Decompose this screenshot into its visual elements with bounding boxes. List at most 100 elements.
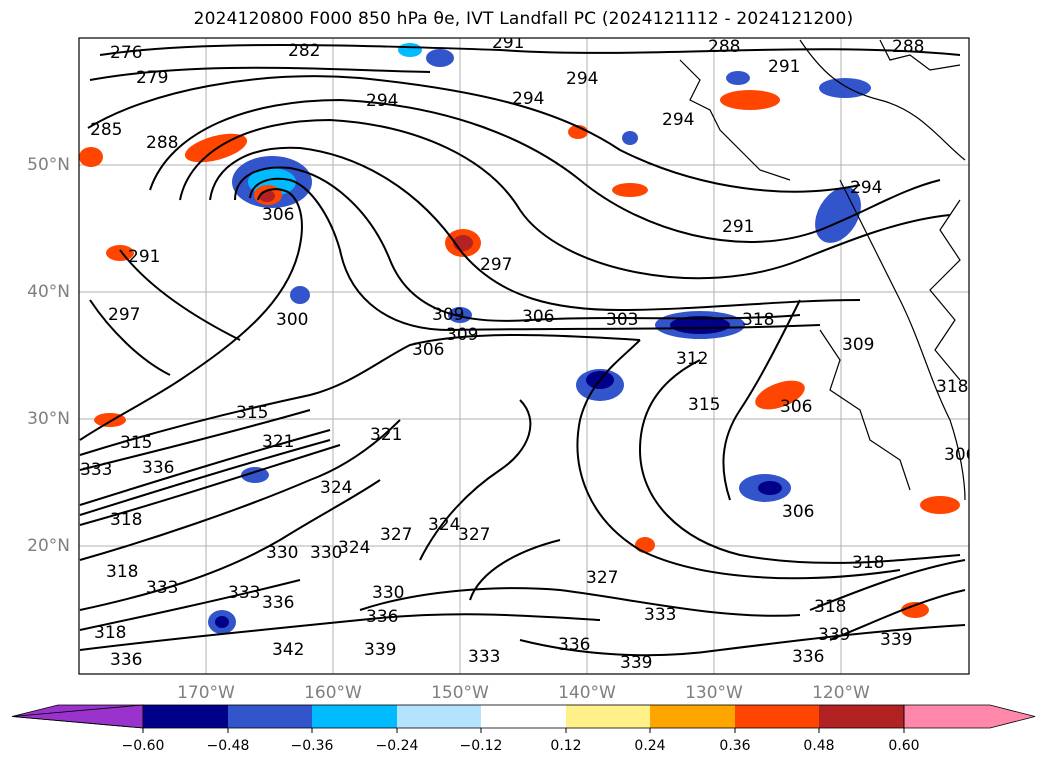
lon-label-160w: 160°W [304,683,362,703]
shade-blob [426,49,454,67]
contour-label: 339 [818,625,850,645]
shade-blob [815,187,861,243]
contour-label: 306 [782,502,814,522]
contour-label: 315 [120,433,152,453]
contour-label: 315 [236,403,268,423]
contour-label: 336 [792,647,824,667]
contour-label: 324 [428,515,460,535]
colorbar-tick-label: 0.24 [634,738,666,754]
contour-label: 324 [338,538,370,558]
lat-label-20n: 20°N [27,536,70,556]
colorbar-tick-label: −0.36 [290,738,334,754]
shade-blob [758,481,782,495]
gridlines [79,38,969,674]
contour-label: 321 [370,425,402,445]
contour-label: 342 [272,640,304,660]
contour-label: 294 [850,178,882,198]
colorbar-swatch [397,705,481,728]
contour-label: 327 [458,525,490,545]
shade-blob [106,245,134,261]
contour-label: 339 [880,630,912,650]
contour-label: 318 [94,623,126,643]
shade-blob [290,286,310,304]
colorbar-tick-label: 0.48 [803,738,835,754]
colorbar-extend-left [11,704,144,729]
contour-label: 330 [266,543,298,563]
contour-label: 336 [110,650,142,670]
colorbar-tick-label: −0.24 [375,738,419,754]
contour-label: 318 [936,377,968,397]
shade-blob [398,43,422,57]
contour-label: 297 [108,305,140,325]
contour-label: 276 [110,43,142,63]
lat-label-40n: 40°N [27,282,70,302]
contour-label: 306 [944,445,976,465]
colorbar-swatch [819,705,904,728]
contour-label: 321 [262,432,294,452]
colorbar-tick-label: −0.12 [459,738,503,754]
contour-label: 336 [262,593,294,613]
shade-blob [259,190,275,202]
lon-label-120w: 120°W [812,683,870,703]
shade-blob [920,496,960,514]
contour-labels: 276 279 285 288 282 291 294 294 294 294 … [80,37,976,673]
contour-label: 333 [228,583,260,603]
lat-label-50n: 50°N [27,155,70,175]
contour-label: 294 [566,69,598,89]
shade-blob [755,380,805,410]
theta-e-contours [79,44,966,657]
colorbar-extend-right [903,704,1036,729]
contour-label: 318 [814,597,846,617]
contour-label: 327 [380,525,412,545]
contour-label: 327 [586,568,618,588]
colorbar-swatch [481,705,566,728]
shade-blob [726,71,750,85]
contour-label: 288 [146,133,178,153]
shade-blob [720,90,780,110]
contour-label: 330 [310,543,342,563]
shade-blob [448,307,472,323]
contour-label: 336 [366,607,398,627]
lon-label-150w: 150°W [431,683,489,703]
contour-label: 297 [480,255,512,275]
contour-label: 306 [262,205,294,225]
colorbar [11,704,1036,733]
shade-blob [622,131,638,145]
ivt-shading [79,43,960,634]
contour-label: 294 [662,110,694,130]
lon-label-170w: 170°W [177,683,235,703]
contour-label: 309 [842,335,874,355]
contour-label: 291 [768,57,800,77]
contour-label: 324 [320,478,352,498]
map-frame [78,37,970,675]
colorbar-tick-label: 0.60 [888,738,920,754]
contour-label: 339 [620,653,652,673]
contour-label: 303 [606,310,638,330]
colorbar-tick-label: 0.12 [550,738,582,754]
contour-label: 318 [110,510,142,530]
colorbar-swatch [735,705,819,728]
contour-label: 318 [742,310,774,330]
contour-label: 333 [80,460,112,480]
colorbar-swatch [566,705,650,728]
shade-blob [215,616,229,628]
contour-label: 318 [106,562,138,582]
shade-blob [79,147,103,167]
contour-label: 333 [644,605,676,625]
colorbar-tick-label: 0.36 [719,738,751,754]
colorbar-swatch [228,705,312,728]
contour-label: 279 [136,68,168,88]
colorbar-swatch [143,705,228,728]
contour-label: 285 [90,120,122,140]
lat-label-30n: 30°N [27,409,70,429]
contour-label: 336 [558,635,590,655]
contour-label: 312 [676,349,708,369]
contour-label: 306 [522,307,554,327]
contour-label: 288 [708,37,740,57]
contour-label: 330 [372,583,404,603]
contour-label: 333 [468,647,500,667]
contour-label: 309 [446,325,478,345]
colorbar-swatch [312,705,397,728]
contour-label: 318 [852,553,884,573]
contour-label: 306 [412,340,444,360]
